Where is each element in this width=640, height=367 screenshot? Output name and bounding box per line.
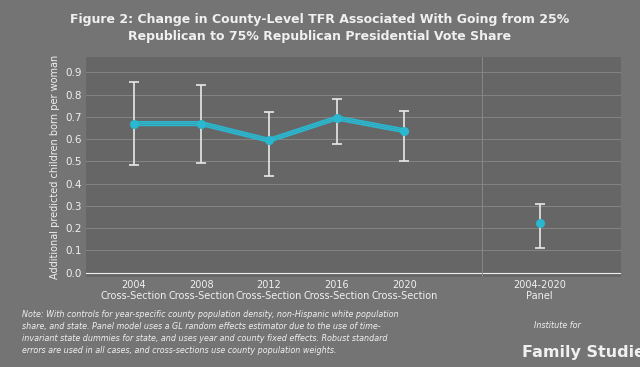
Text: Institute for: Institute for [534,321,581,330]
Text: Note: With controls for year-specific county population density, non-Hispanic wh: Note: With controls for year-specific co… [22,310,399,355]
Y-axis label: Additional predicted children born per woman: Additional predicted children born per w… [50,55,60,279]
Text: Family Studies: Family Studies [522,345,640,360]
Text: Figure 2: Change in County-Level TFR Associated With Going from 25%
Republican t: Figure 2: Change in County-Level TFR Ass… [70,13,570,43]
